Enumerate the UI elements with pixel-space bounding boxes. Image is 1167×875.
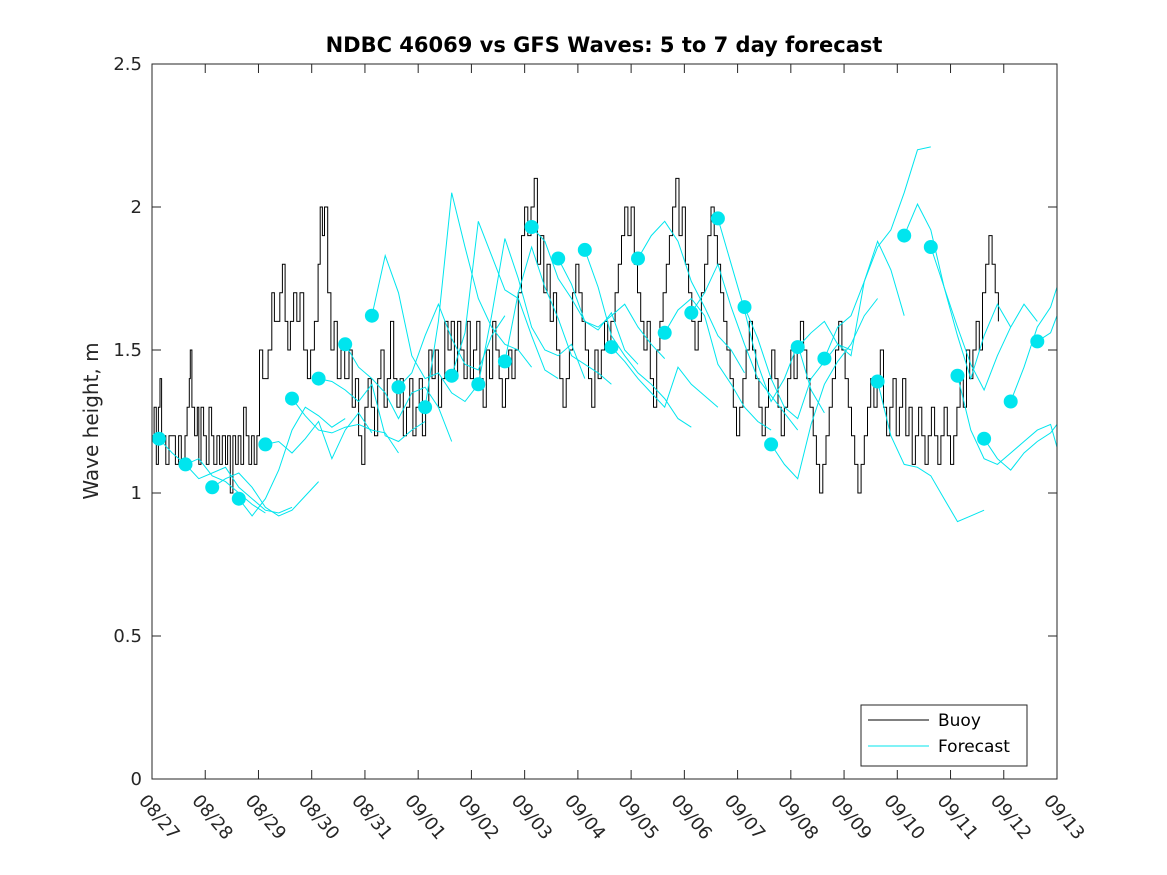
forecast-start-marker [311, 371, 326, 386]
forecast-line [211, 472, 319, 517]
forecast-start-marker [444, 368, 459, 383]
forecast-line [770, 298, 878, 480]
forecast-line [424, 192, 532, 408]
forecast-line [557, 258, 666, 359]
forecast-line [717, 218, 825, 414]
forecast-start-marker [577, 242, 592, 257]
legend-label-forecast: Forecast [938, 737, 1010, 757]
forecast-start-marker [178, 457, 193, 472]
forecast-start-marker [737, 300, 752, 315]
forecast-line [744, 306, 852, 420]
forecast-start-marker [764, 437, 779, 452]
forecast-line [637, 220, 745, 374]
forecast-start-marker [551, 251, 566, 266]
forecast-start-markers [151, 211, 1045, 506]
y-axis-label: Wave height, m [79, 342, 103, 499]
forecast-line [584, 249, 692, 428]
forecast-line [398, 302, 506, 388]
forecast-line [158, 438, 266, 514]
forecast-start-marker [418, 400, 433, 415]
y-tick-label: 1 [131, 483, 142, 504]
forecast-start-marker [817, 351, 832, 366]
forecast-line [797, 239, 905, 357]
forecast-start-marker [231, 491, 246, 506]
forecast-start-marker [285, 391, 299, 406]
forecast-line [371, 253, 479, 403]
forecast-start-marker [471, 377, 486, 392]
y-tick-label: 0 [131, 769, 142, 790]
y-axis-ticks: 0 0.5 1 1.5 2 2.5 [113, 54, 1057, 790]
forecast-line [344, 344, 453, 442]
forecast-start-marker [657, 325, 672, 340]
y-tick-label: 1.5 [113, 340, 142, 361]
forecast-line [690, 262, 799, 431]
axes-box [151, 63, 1058, 780]
forecast-start-marker [870, 374, 885, 389]
forecast-line [903, 202, 1012, 381]
forecast-start-marker [897, 228, 912, 243]
forecast-start-marker [205, 480, 220, 495]
forecast-line [477, 238, 586, 385]
forecast-start-marker [604, 340, 619, 355]
legend: Buoy Forecast [860, 704, 1028, 767]
forecast-line [611, 346, 719, 409]
legend-box [860, 704, 1028, 767]
y-tick-label: 0.5 [113, 626, 142, 647]
forecast-line [451, 221, 559, 380]
forecast-line [823, 146, 931, 359]
y-tick-label: 2.5 [113, 54, 142, 75]
buoy-line [152, 177, 999, 494]
chart-title: NDBC 46069 vs GFS Waves: 5 to 7 day fore… [326, 33, 883, 57]
axes-background [152, 64, 1057, 779]
forecast-start-marker [977, 431, 992, 446]
forecast-line [877, 381, 985, 523]
forecast-start-marker [1030, 334, 1045, 349]
forecast-start-marker [391, 380, 406, 395]
forecast-start-marker [497, 354, 512, 369]
y-tick-label: 2 [131, 197, 142, 218]
forecast-start-marker [684, 305, 699, 320]
forecast-start-marker [631, 251, 645, 266]
forecast-line [930, 246, 1038, 392]
forecast-line [957, 375, 1058, 465]
forecast-start-marker [364, 308, 379, 323]
forecast-start-marker [1003, 394, 1018, 409]
forecast-start-marker [524, 220, 539, 234]
forecast-line [504, 245, 612, 385]
forecast-start-marker [151, 431, 166, 446]
forecast-line [664, 297, 772, 431]
forecast-line [318, 378, 426, 443]
forecast-start-marker [950, 368, 965, 383]
legend-label-buoy: Buoy [938, 711, 981, 731]
forecast-line [265, 412, 373, 461]
forecast-start-marker [790, 340, 805, 355]
buoy-series-layer [152, 177, 999, 494]
forecast-line [185, 464, 293, 514]
forecast-start-marker [923, 240, 938, 254]
forecast-start-marker [338, 337, 353, 352]
forecast-line [238, 406, 346, 517]
forecast-start-marker [710, 211, 725, 226]
forecast-start-marker [258, 437, 273, 452]
forecast-line [291, 398, 399, 454]
